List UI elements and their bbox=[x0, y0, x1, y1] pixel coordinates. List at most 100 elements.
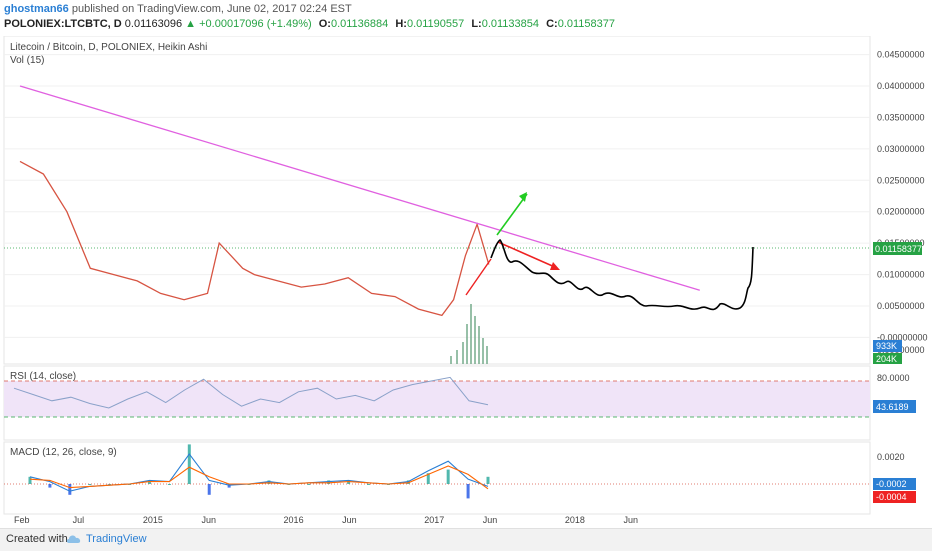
time-tick-label: Jun bbox=[623, 515, 638, 525]
price-tick-label: 0.00500000 bbox=[877, 301, 925, 311]
time-tick-label: Jun bbox=[342, 515, 357, 525]
high-value: 0.01190557 bbox=[406, 18, 465, 30]
price-value: 0.01163096 bbox=[124, 18, 183, 30]
price-badge-text: 0.01158377 bbox=[875, 244, 922, 254]
close-label: C: bbox=[546, 18, 558, 30]
rsi-axis-label: 80.0000 bbox=[877, 373, 910, 383]
publish-text: published on TradingView.com, June 02, 2… bbox=[71, 3, 352, 15]
macd-badge-1 bbox=[873, 478, 916, 490]
price-tick-label: 0.02000000 bbox=[877, 207, 925, 217]
price-tick-label: 0.02500000 bbox=[877, 175, 925, 185]
up-arrow-icon: ▲ bbox=[185, 18, 197, 30]
volume-badge-2-text: 204K bbox=[876, 354, 897, 364]
macd-histogram-bar bbox=[88, 484, 92, 485]
low-value: 0.01133854 bbox=[481, 18, 540, 30]
price-series-line bbox=[19, 160, 490, 317]
tradingview-cloud-icon bbox=[66, 535, 81, 543]
close-value: 0.01158377 bbox=[557, 18, 616, 30]
macd-histogram-bar bbox=[307, 484, 311, 485]
macd-histogram-bar bbox=[68, 484, 72, 495]
time-tick-label: Jun bbox=[202, 515, 217, 525]
low-label: L: bbox=[471, 18, 482, 30]
price-tick-label: 0.04000000 bbox=[877, 81, 925, 91]
volume-bar bbox=[470, 304, 472, 364]
time-tick-label: 2015 bbox=[143, 515, 163, 525]
change-value: +0.00017096 (+1.49%) bbox=[199, 18, 312, 30]
macd-histogram-bar bbox=[48, 484, 52, 488]
volume-badge-1 bbox=[873, 340, 902, 352]
ohlc-line: POLONIEX:LTCBTC, D 0.01163096 ▲ +0.00017… bbox=[4, 18, 615, 30]
signal-line bbox=[29, 465, 489, 490]
volume-bar bbox=[462, 342, 464, 364]
macd-histogram-bar bbox=[327, 480, 331, 484]
rsi-badge bbox=[873, 400, 916, 413]
macd-histogram-bar bbox=[187, 444, 191, 484]
price-tick-label: 0.01000000 bbox=[877, 270, 925, 280]
green-arrow-icon[interactable] bbox=[496, 192, 528, 236]
macd-badge-1-text: -0.0002 bbox=[876, 479, 907, 489]
price-tick-label: 0.04500000 bbox=[877, 50, 925, 60]
macd-histogram-bar bbox=[207, 484, 211, 495]
time-tick-label: Jul bbox=[73, 515, 85, 525]
volume-bar bbox=[450, 356, 452, 364]
macd-histogram-bar bbox=[426, 473, 430, 484]
main-pane-title: Litecoin / Bitcoin, D, POLONIEX, Heikin … bbox=[10, 42, 207, 53]
rsi-line bbox=[13, 376, 489, 409]
volume-bar bbox=[486, 346, 488, 364]
price-tick-label: 0.03000000 bbox=[877, 144, 925, 154]
time-tick-label: Jun bbox=[483, 515, 498, 525]
macd-pane bbox=[3, 441, 871, 515]
macd-histogram-bar bbox=[446, 469, 450, 484]
time-axis: Feb Jul 2015 Jun 2016 Jun 2017 Jun 2018 Jun bbox=[14, 515, 638, 525]
open-label: O: bbox=[318, 18, 331, 30]
macd-histogram-bar bbox=[28, 476, 32, 484]
red-arrow-icon[interactable] bbox=[465, 241, 560, 296]
footer: Created with TradingView bbox=[0, 528, 932, 551]
high-label: H: bbox=[395, 18, 407, 30]
macd-histogram-bar bbox=[486, 476, 490, 484]
macd-histogram-bar bbox=[167, 484, 171, 485]
time-tick-label: 2018 bbox=[565, 515, 585, 525]
main-pane bbox=[3, 36, 871, 365]
volume-bar bbox=[466, 324, 468, 364]
macd-histogram-bar bbox=[108, 484, 112, 485]
macd-badge-2 bbox=[873, 491, 916, 503]
price-axis: 0.04500000 0.04000000 0.03500000 0.03000000… bbox=[877, 50, 928, 355]
rsi-title: RSI (14, close) bbox=[10, 371, 76, 382]
volume-badge-2 bbox=[873, 353, 902, 364]
time-tick-label: 2017 bbox=[424, 515, 444, 525]
macd-histogram-bar bbox=[267, 480, 271, 484]
volume-label: Vol (15) bbox=[10, 55, 44, 66]
price-badge bbox=[873, 242, 922, 255]
chart-area[interactable]: Litecoin / Bitcoin, D, POLONIEX, Heikin … bbox=[0, 36, 932, 528]
macd-histogram-bar bbox=[367, 484, 371, 485]
projection-path[interactable] bbox=[490, 238, 754, 311]
price-tick-label: -0.00000000 bbox=[877, 332, 928, 342]
macd-histogram-bar bbox=[347, 480, 351, 484]
macd-title: MACD (12, 26, close, 9) bbox=[10, 447, 117, 458]
symbol-label: POLONIEX:LTCBTC, D bbox=[4, 18, 122, 30]
volume-bar bbox=[482, 338, 484, 364]
macd-histogram-bar bbox=[227, 484, 231, 488]
macd-histogram-bar bbox=[147, 480, 151, 484]
macd-histogram-bar bbox=[466, 484, 470, 499]
macd-badge-2-text: -0.0004 bbox=[876, 492, 907, 502]
tradingview-link[interactable]: TradingView bbox=[86, 533, 147, 545]
volume-bar bbox=[478, 326, 480, 364]
macd-axis-label: 0.0020 bbox=[877, 452, 905, 462]
created-with-text: Created with bbox=[6, 533, 68, 545]
volume-badge-1-text: 933K bbox=[876, 341, 897, 351]
volume-bars bbox=[450, 304, 488, 364]
price-tick-label: 0.03500000 bbox=[877, 112, 925, 122]
open-value: 0.01136884 bbox=[330, 18, 389, 30]
volume-bar bbox=[474, 316, 476, 364]
time-tick-label: 2016 bbox=[284, 515, 304, 525]
resistance-trendline[interactable] bbox=[19, 85, 700, 291]
publish-info: ghostman66 published on TradingView.com,… bbox=[4, 3, 352, 15]
author-link[interactable]: ghostman66 bbox=[4, 3, 69, 15]
time-tick-label: Feb bbox=[14, 515, 30, 525]
volume-bar bbox=[456, 350, 458, 364]
rsi-badge-text: 43.6189 bbox=[876, 402, 909, 412]
chart-header: ghostman66 published on TradingView.com,… bbox=[0, 0, 932, 36]
rsi-band bbox=[4, 381, 870, 417]
